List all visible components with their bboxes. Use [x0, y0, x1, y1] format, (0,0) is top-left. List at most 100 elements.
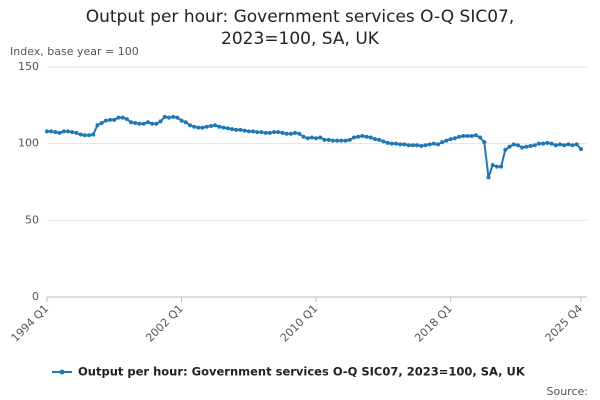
point — [393, 141, 398, 146]
y-tick-label: 50 — [25, 213, 39, 226]
point — [473, 133, 478, 138]
point — [381, 139, 386, 144]
point — [213, 123, 218, 128]
point — [103, 118, 108, 123]
y-tick-label: 150 — [18, 60, 39, 73]
source: Source: — [547, 385, 589, 398]
point — [410, 143, 415, 148]
point — [154, 121, 159, 126]
point — [263, 130, 268, 135]
point — [318, 135, 323, 140]
point — [322, 137, 327, 142]
point — [389, 141, 394, 146]
point — [557, 142, 562, 147]
point — [225, 126, 230, 131]
point — [372, 137, 377, 142]
point — [423, 143, 428, 148]
point — [301, 134, 306, 139]
point — [574, 142, 579, 147]
point — [251, 129, 256, 134]
point — [158, 119, 163, 124]
point — [515, 143, 520, 148]
point — [196, 125, 201, 130]
y-axis-label: Index, base year = 100 — [10, 45, 139, 58]
point — [457, 134, 462, 139]
point — [309, 135, 314, 140]
point — [137, 121, 142, 126]
point — [133, 120, 138, 125]
point — [78, 132, 83, 137]
point — [368, 135, 373, 140]
point — [536, 141, 541, 146]
point — [276, 130, 281, 135]
point — [192, 124, 197, 129]
point — [524, 144, 529, 149]
point — [284, 131, 289, 136]
point — [406, 143, 411, 148]
point — [532, 143, 537, 148]
point — [507, 144, 512, 149]
point — [166, 115, 171, 120]
x-tick-label: 2002 Q1 — [143, 302, 186, 345]
point — [82, 133, 87, 138]
point — [511, 142, 516, 147]
point — [486, 175, 491, 180]
point — [440, 140, 445, 145]
point — [444, 138, 449, 143]
point — [402, 142, 407, 147]
point — [234, 127, 239, 132]
point — [305, 136, 310, 141]
y-tick-label: 0 — [32, 290, 39, 303]
point — [45, 129, 49, 134]
point — [520, 145, 525, 150]
point — [230, 127, 235, 132]
x-tick-label: 2018 Q1 — [412, 302, 455, 345]
point — [95, 123, 100, 128]
point — [415, 143, 420, 148]
point — [528, 143, 533, 148]
point — [465, 134, 470, 138]
point — [326, 137, 331, 142]
point — [297, 131, 302, 136]
point — [242, 128, 247, 133]
point — [579, 147, 583, 152]
point — [419, 143, 424, 148]
point — [436, 142, 441, 147]
point — [503, 147, 508, 152]
point — [288, 131, 293, 136]
point — [570, 143, 575, 148]
point — [238, 127, 243, 132]
point — [204, 124, 209, 129]
point — [293, 130, 298, 135]
point — [553, 143, 558, 148]
point — [99, 120, 104, 125]
point — [217, 124, 222, 129]
point — [267, 130, 272, 135]
point — [335, 138, 340, 143]
point — [141, 121, 146, 126]
point — [499, 164, 504, 169]
point — [49, 129, 54, 134]
point — [339, 138, 344, 143]
point — [360, 134, 365, 138]
x-tick-label: 2025 Q4 — [543, 302, 586, 345]
y-tick-label: 100 — [18, 137, 39, 150]
point — [541, 141, 546, 146]
point — [171, 114, 176, 119]
point — [482, 140, 487, 145]
point — [427, 142, 432, 147]
point — [66, 129, 71, 134]
point — [108, 117, 113, 122]
point — [112, 117, 117, 122]
point — [150, 121, 155, 126]
point — [562, 143, 567, 148]
point — [347, 137, 352, 142]
point — [145, 120, 150, 125]
point — [549, 141, 554, 146]
point — [545, 140, 550, 145]
point — [70, 130, 75, 135]
chart-title: Output per hour: Government services O-Q… — [85, 7, 515, 49]
point — [351, 135, 356, 140]
